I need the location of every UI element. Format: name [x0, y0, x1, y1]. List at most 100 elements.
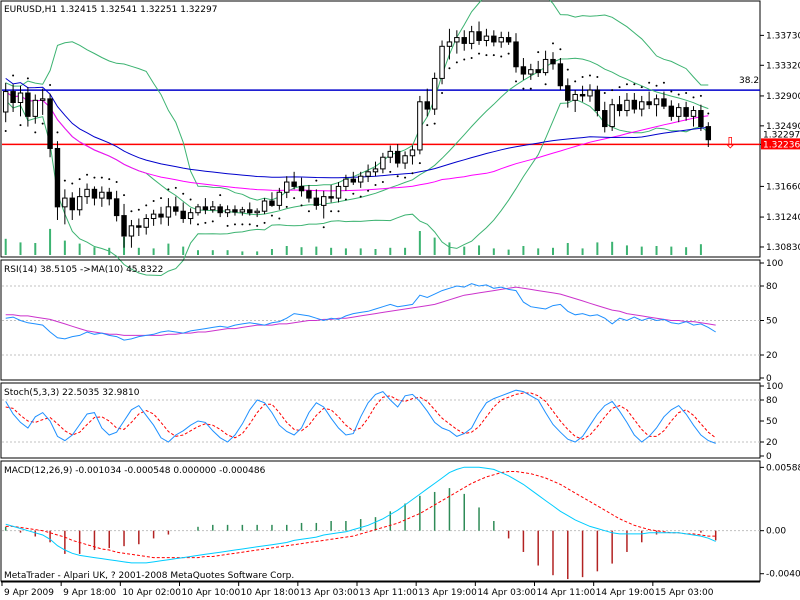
macd-pane[interactable]: 0.005889 0.00 -0.004002 MACD(12,26,9) -0.0…	[0, 460, 800, 582]
candle-body	[513, 41, 519, 68]
stoch-tick-label: 100	[766, 382, 783, 392]
candle-body	[587, 89, 593, 97]
candle-body	[350, 178, 357, 183]
sar-dot	[285, 205, 288, 208]
candle-body	[579, 93, 586, 97]
sar-dot	[189, 198, 192, 201]
candle-body	[239, 209, 246, 213]
macd-main-line	[5, 466, 716, 564]
price-tick-label: 1.32900	[766, 92, 800, 102]
candle-body	[328, 196, 334, 199]
rsi-pane[interactable]: 100 80 50 20 0 RSI(14) 38.5105 ->MA(10) 45.8…	[0, 259, 783, 384]
candle-body	[76, 196, 83, 211]
candle-body	[143, 218, 149, 228]
sar-dot	[137, 208, 140, 211]
time-tick-label: 9 Apr 18:00	[63, 588, 116, 598]
macd-signal-line	[5, 471, 716, 559]
candle-body	[335, 185, 342, 199]
price-tick-label: 1.30830	[766, 243, 800, 253]
sar-dot	[433, 122, 436, 125]
sar-dot	[463, 58, 466, 61]
stoch-signal-line	[5, 392, 717, 440]
sar-dot	[389, 170, 392, 173]
time-tick-label: 13 Apr 19:00	[418, 588, 477, 598]
sar-dot	[145, 204, 148, 207]
candle-body	[705, 126, 712, 141]
sar-dot	[41, 122, 44, 125]
sar-dot	[300, 204, 303, 207]
candle-body	[653, 98, 660, 106]
candle-body	[446, 41, 453, 47]
sar-dot	[56, 131, 59, 134]
candle-body	[380, 156, 386, 170]
sar-dot	[603, 92, 606, 95]
sar-dot	[581, 75, 584, 78]
candle-body	[39, 98, 46, 101]
bollinger-lower	[5, 98, 709, 277]
sar-dot	[588, 74, 591, 77]
time-tick-label: 15 Apr 03:00	[655, 588, 714, 598]
candle-body	[417, 101, 423, 151]
sar-dot	[596, 75, 599, 78]
sar-dot	[226, 224, 229, 227]
sar-dot	[418, 162, 421, 165]
sar-dot	[692, 96, 695, 99]
candle-body	[306, 190, 312, 199]
candle-body	[394, 150, 401, 164]
sar-dot	[374, 183, 377, 186]
candle-body	[202, 206, 209, 211]
candle-body	[676, 107, 682, 117]
sar-dot	[123, 194, 126, 197]
sar-dot	[707, 112, 710, 115]
candle-body	[431, 77, 438, 110]
candle-body	[261, 200, 268, 212]
time-tick-label: 10 Apr 02:00	[122, 588, 181, 598]
price-y-axis: 1.33730 1.33320 1.32900 1.32490 1.32236 1.316…	[760, 31, 800, 253]
copyright-text: MetaTrader - Alpari UK, ? 2001-2008 Meta…	[4, 571, 294, 581]
candle-body	[609, 104, 615, 128]
candle-body	[402, 155, 408, 164]
candles	[2, 21, 712, 248]
rsi-tick-label: 0	[766, 374, 772, 384]
candle-body	[91, 188, 98, 199]
price-pane[interactable]: 1.33730 1.33320 1.32900 1.32490 1.32236 1.316…	[0, 0, 800, 277]
candle-body	[535, 69, 541, 74]
candle-body	[10, 91, 16, 104]
candle-body	[173, 206, 179, 212]
stoch-pane[interactable]: 100 80 50 20 0 Stoch(5,3,3) 22.5035 32.9810	[0, 382, 783, 462]
rsi-tick-label: 50	[766, 317, 778, 327]
candle-body	[409, 149, 416, 157]
sar-dot	[396, 175, 399, 178]
macd-y-axis: 0.005889 0.00 -0.004002	[760, 463, 800, 580]
sar-dot	[167, 188, 170, 191]
time-axis: 9 Apr 2009 9 Apr 18:00 10 Apr 02:00 10 Apr …	[1, 581, 760, 598]
candle-body	[54, 147, 61, 208]
bid-price-label: 1.32297	[763, 130, 800, 140]
sar-dot	[115, 181, 118, 184]
sar-dot	[699, 94, 702, 97]
price-tick-label: 1.33730	[766, 31, 800, 41]
macd-pane-frame	[0, 460, 761, 582]
candle-body	[483, 35, 490, 41]
candle-body	[276, 191, 283, 206]
sar-dot	[93, 176, 96, 179]
stoch-label: Stoch(5,3,3) 22.5035 32.9810	[4, 388, 140, 398]
sar-dot	[478, 52, 481, 55]
candle-body	[668, 105, 675, 117]
candle-body	[247, 209, 253, 214]
sar-dot	[670, 90, 673, 93]
sar-dot	[537, 51, 540, 54]
candle-body	[106, 191, 112, 200]
sar-dot	[411, 172, 414, 175]
candle-body	[25, 92, 31, 117]
sar-dot	[248, 223, 251, 226]
candle-body	[372, 168, 379, 173]
sar-dot	[470, 56, 473, 59]
candle-body	[313, 197, 320, 206]
candle-body	[565, 85, 571, 101]
sar-dot	[367, 189, 370, 192]
sar-dot	[256, 224, 259, 227]
sar-dot	[211, 220, 214, 223]
candle-body	[616, 104, 623, 112]
